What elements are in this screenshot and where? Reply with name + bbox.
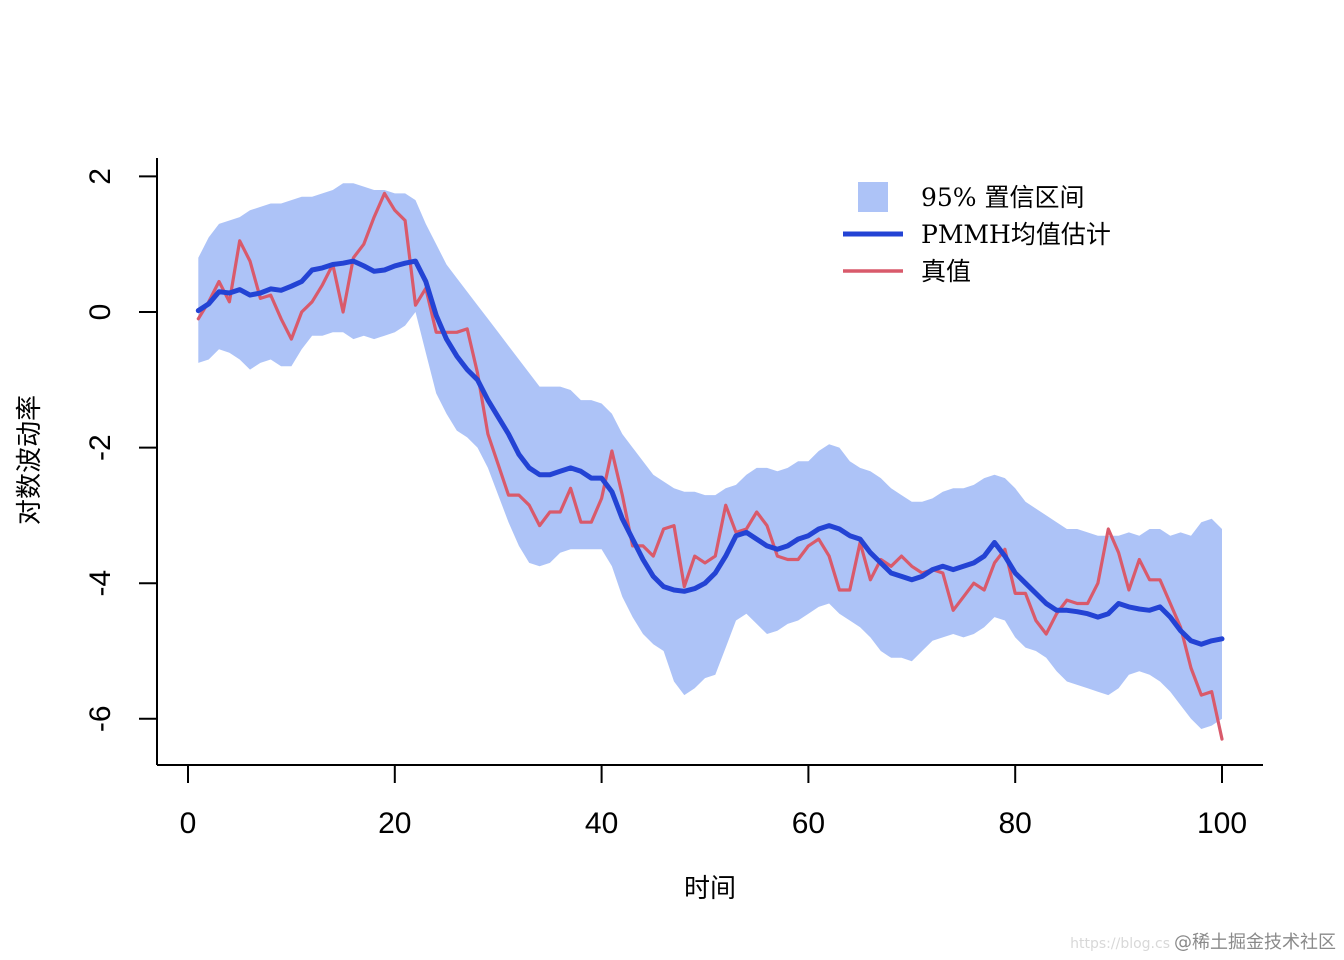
y-tick-label: -4 (84, 570, 117, 597)
y-tick-label: 0 (84, 304, 117, 321)
y-tick-label: -2 (84, 434, 117, 461)
series-line-true-value (196, 191, 1224, 741)
y-tick-label: 2 (84, 168, 117, 185)
legend-swatch-band (858, 182, 888, 212)
x-tick-label: 40 (585, 807, 618, 840)
axes (156, 158, 1263, 766)
x-tick-label: 80 (999, 807, 1032, 840)
x-tick-label: 0 (180, 807, 197, 840)
legend-label: 真值 (921, 257, 971, 286)
y-axis-title: 对数波动率 (15, 395, 45, 525)
watermark-url: https://blog.cs (1070, 936, 1170, 952)
legend-label: 95% 置信区间 (921, 183, 1085, 212)
watermark: https://blog.cs @稀土掘金技术社区 (1070, 928, 1336, 954)
x-tick-label: 20 (378, 807, 411, 840)
x-axis-title: 时间 (684, 874, 736, 904)
legend-label: PMMH均值估计 (921, 220, 1111, 249)
series-line-pmmh-estimate (195, 258, 1225, 647)
y-tick-label: -6 (84, 705, 117, 732)
x-tick-label: 60 (792, 807, 825, 840)
series-lines-layer (195, 191, 1225, 741)
x-tick-label: 100 (1197, 807, 1247, 840)
watermark-text: @稀土掘金技术社区 (1174, 932, 1336, 953)
